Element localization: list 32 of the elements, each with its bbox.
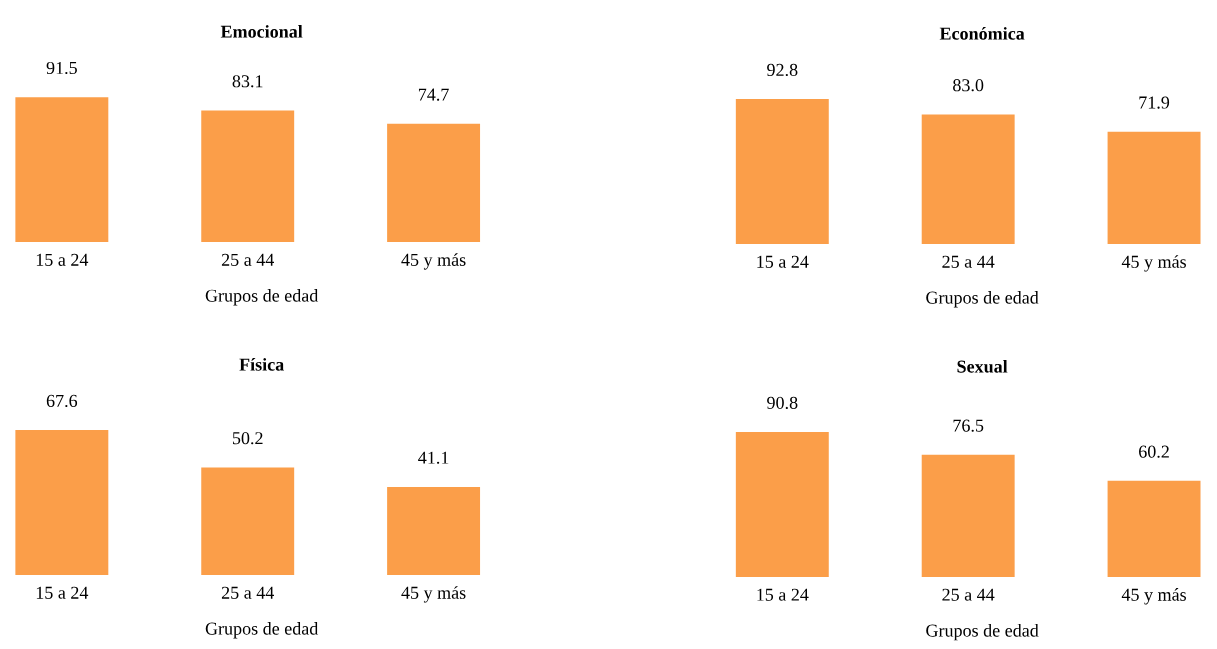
data-label: 92.8	[767, 63, 798, 77]
x-tick-label: 15 a 24	[757, 588, 809, 601]
data-label: 91.5	[46, 61, 77, 75]
chart-title: Económica	[939, 26, 1025, 40]
data-label: 41.1	[418, 451, 449, 464]
x-tick-label: 15 a 24	[757, 255, 809, 268]
x-tick-label: 25 a 44	[221, 253, 275, 266]
x-tick-label: 45 y más	[1121, 255, 1186, 272]
chart-title: Sexual	[957, 359, 1008, 373]
data-label: 67.6	[46, 394, 78, 408]
data-label: 60.2	[1139, 445, 1169, 458]
x-axis-title: Grupos de edad	[926, 291, 1039, 308]
x-tick-label: 25 a 44	[221, 586, 275, 599]
x-tick-label: 45 y más	[401, 586, 466, 603]
data-label: 90.8	[767, 396, 798, 409]
x-tick-label: 45 y más	[401, 253, 466, 270]
chart-title: Emocional	[220, 25, 303, 38]
x-axis-title: Grupos de edad	[926, 623, 1039, 641]
x-axis-title: Grupos de edad	[205, 289, 319, 306]
x-tick-label: 25 a 44	[942, 588, 995, 601]
data-label: 50.2	[232, 432, 263, 445]
data-label: 83.1	[232, 75, 263, 88]
data-label: 76.5	[953, 419, 984, 432]
chart-title: Física	[239, 357, 284, 371]
x-tick-label: 15 a 24	[36, 586, 89, 599]
x-tick-label: 25 a 44	[942, 255, 995, 268]
data-label: 74.7	[418, 88, 449, 101]
data-label: 71.9	[1139, 96, 1170, 109]
x-tick-label: 45 y más	[1121, 588, 1186, 605]
data-label: 83.0	[953, 79, 984, 92]
x-axis-title: Grupos de edad	[205, 622, 319, 639]
x-tick-label: 15 a 24	[36, 253, 89, 266]
